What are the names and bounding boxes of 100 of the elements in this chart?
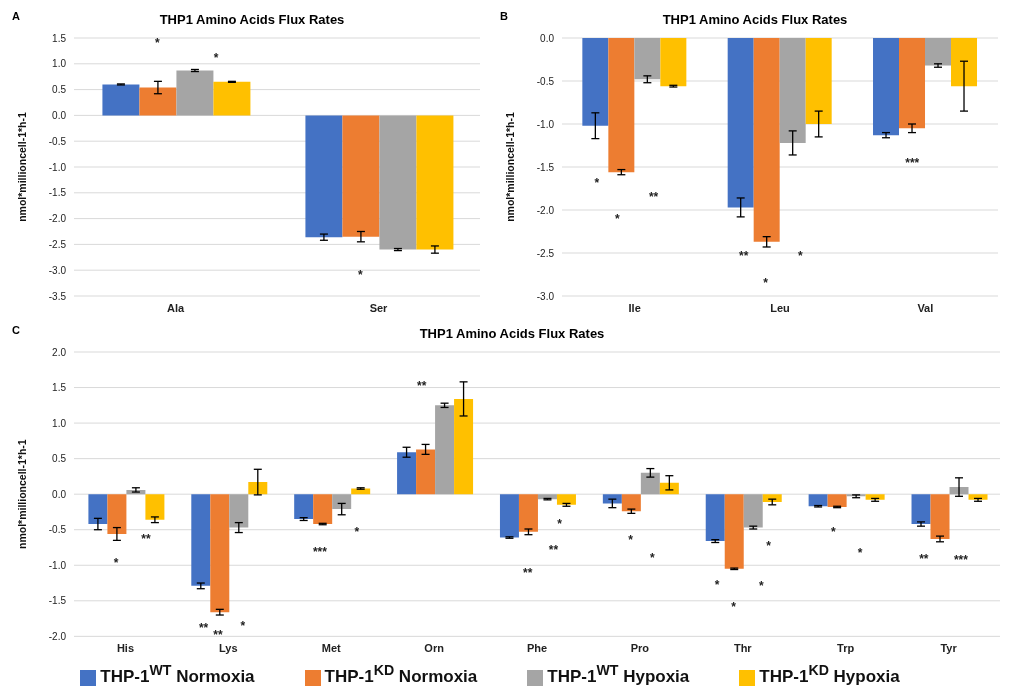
- annotation: *: [798, 248, 804, 263]
- y-tick-label: 1.0: [52, 417, 67, 429]
- annotation: ***: [905, 155, 920, 170]
- bar: [968, 494, 988, 500]
- annotation: *: [857, 546, 863, 561]
- bar: [332, 494, 352, 510]
- x-tick-label: Thr: [733, 642, 753, 655]
- text: A: [12, 10, 20, 22]
- y-tick-label: -1.5: [536, 161, 555, 173]
- x-tick-label: Ala: [166, 301, 185, 314]
- x-tick-label: Val: [917, 301, 934, 314]
- annotation: *: [766, 539, 772, 554]
- x-tick-label: Pro: [630, 642, 650, 655]
- y-axis-title: nmol*millioncell-1*h-1: [15, 112, 28, 222]
- bar: [88, 494, 108, 525]
- annotation: *: [763, 276, 769, 291]
- legend-label: THP-1$^{WT}$ Normoxia: [100, 662, 255, 686]
- legend-label: THP-1$^{WT}$ Hypoxia: [547, 662, 690, 686]
- y-tick-label: -2.0: [48, 630, 67, 642]
- annotation: ***: [953, 552, 969, 567]
- bar: [911, 494, 931, 525]
- text: C: [12, 324, 20, 336]
- annotation: *: [213, 50, 219, 65]
- bar: [865, 494, 885, 500]
- annotation: *: [357, 267, 363, 282]
- annotation: **: [523, 565, 533, 580]
- annotation: **: [198, 621, 209, 636]
- y-tick-label: 0.0: [52, 109, 67, 121]
- bar: [342, 115, 380, 237]
- y-tick-label: -0.5: [536, 75, 555, 87]
- chart-title: THP1 Amino Acids Flux Rates: [662, 12, 848, 27]
- annotation: *: [830, 525, 836, 540]
- annotation: *: [714, 578, 720, 593]
- x-tick-label: Trp: [837, 642, 855, 655]
- bar: [305, 115, 343, 238]
- x-tick-label: Ile: [628, 301, 641, 314]
- annotation: *: [758, 579, 764, 594]
- y-tick-label: 0.0: [52, 488, 67, 500]
- y-tick-label: 1.0: [52, 58, 67, 70]
- bar: [640, 472, 660, 495]
- annotation: *: [557, 517, 563, 532]
- annotation: *: [240, 618, 246, 633]
- bar: [416, 449, 436, 495]
- annotation: **: [141, 531, 152, 546]
- annotation: **: [548, 542, 559, 557]
- bar: [294, 494, 314, 520]
- annotation: **: [213, 628, 224, 643]
- y-tick-label: -2.0: [48, 213, 67, 225]
- text: B: [500, 10, 508, 22]
- y-tick-label: -3.0: [48, 264, 67, 276]
- bar: [139, 87, 177, 116]
- y-axis-title: nmol*millioncell-1*h-1: [503, 112, 516, 222]
- y-tick-label: -2.0: [536, 204, 555, 216]
- y-tick-label: -1.0: [536, 118, 555, 130]
- y-tick-label: -1.5: [48, 595, 67, 607]
- annotation: **: [417, 378, 427, 393]
- x-tick-label: His: [116, 642, 135, 655]
- y-tick-label: 0.0: [540, 32, 555, 44]
- bar: [397, 452, 417, 495]
- annotation: *: [649, 550, 655, 565]
- bar: [210, 494, 230, 613]
- x-tick-label: Tyr: [940, 642, 958, 655]
- legend-label: THP-1$^{KD}$ Normoxia: [324, 662, 478, 686]
- bar: [416, 115, 454, 250]
- y-tick-label: -1.0: [48, 559, 67, 571]
- annotation: *: [113, 555, 119, 570]
- bar: [248, 482, 268, 495]
- bar: [556, 494, 576, 505]
- x-tick-label: Phe: [526, 642, 548, 655]
- annotation: **: [738, 248, 749, 263]
- chart-title: THP1 Amino Acids Flux Rates: [159, 12, 345, 27]
- chart-title: THP1 Amino Acids Flux Rates: [419, 326, 605, 341]
- annotation: *: [731, 599, 737, 614]
- x-tick-label: Orn: [424, 642, 445, 655]
- bar: [102, 84, 140, 116]
- bar: [621, 494, 641, 512]
- y-tick-label: -0.5: [48, 135, 67, 147]
- y-tick-label: -3.0: [536, 290, 555, 302]
- y-tick-label: -0.5: [48, 524, 67, 536]
- annotation: *: [154, 36, 160, 51]
- bar: [827, 494, 847, 507]
- bar: [351, 488, 371, 495]
- y-tick-label: -1.0: [48, 161, 67, 173]
- annotation: *: [628, 532, 634, 547]
- annotation: **: [919, 552, 929, 567]
- bar: [435, 405, 455, 495]
- x-tick-label: Ser: [369, 301, 389, 314]
- y-tick-label: -2.5: [536, 247, 555, 259]
- bar: [176, 70, 214, 116]
- bar: [743, 494, 763, 528]
- bar: [191, 494, 211, 586]
- bar: [379, 115, 417, 250]
- y-tick-label: -3.5: [48, 290, 67, 302]
- x-tick-label: Leu: [770, 301, 790, 314]
- y-tick-label: -1.5: [48, 187, 67, 199]
- bar: [808, 494, 828, 507]
- y-tick-label: 0.5: [52, 84, 67, 96]
- x-tick-label: Lys: [219, 642, 238, 655]
- bar: [537, 494, 557, 500]
- bar: [454, 398, 474, 495]
